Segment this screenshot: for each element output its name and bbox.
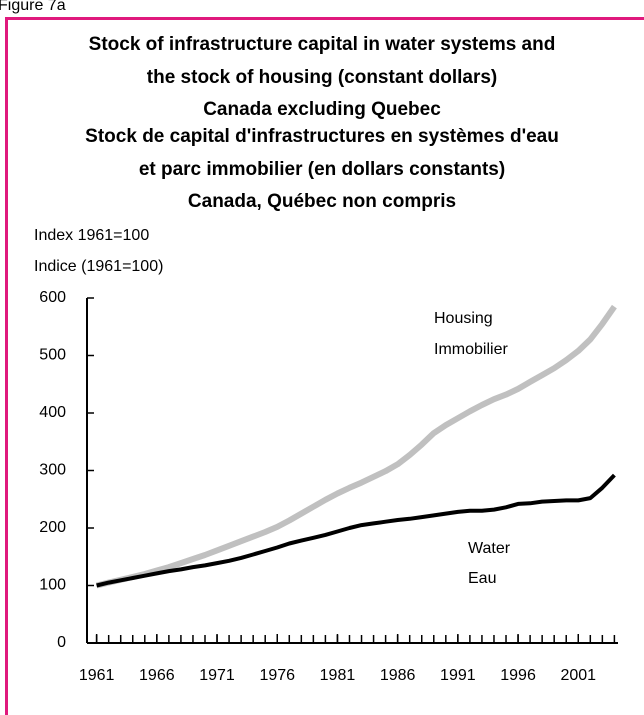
frame [5,17,644,715]
x-tick-label: 1986 [380,667,416,684]
x-tick-label: 1966 [139,667,175,684]
series-label: Housing [434,310,493,327]
y-axis-label: Index 1961=100 [34,227,149,244]
x-tick-label: 1996 [500,667,536,684]
y-tick-label: 600 [39,289,66,306]
y-tick-label: 0 [57,634,66,651]
series-label: Eau [468,570,496,587]
x-tick-label: 1971 [199,667,235,684]
y-tick-label: 500 [39,347,66,364]
series-label: Immobilier [434,341,508,358]
x-tick-label: 1991 [440,667,476,684]
y-tick-label: 300 [39,462,66,479]
figure-label: Figure 7a [0,0,66,14]
y-tick-label: 100 [39,577,66,594]
chart-title: the stock of housing (constant dollars) [147,67,497,88]
x-tick-label: 1976 [259,667,295,684]
series-label: Water [468,540,511,557]
chart-title: Canada, Québec non compris [188,191,456,212]
series-line [96,473,616,588]
chart-title: Canada excluding Quebec [203,99,441,120]
chart-title: et parc immobilier (en dollars constants… [139,159,505,180]
x-tick-label: 2001 [560,667,596,684]
y-tick-label: 400 [39,404,66,421]
y-axis-label: Indice (1961=100) [34,258,163,275]
y-tick-label: 200 [39,519,66,536]
chart-title: Stock de capital d'infrastructures en sy… [85,126,559,147]
chart-title: Stock of infrastructure capital in water… [89,34,556,55]
x-tick-label: 1981 [320,667,356,684]
series-line [95,304,617,589]
x-tick-label: 1961 [79,667,115,684]
